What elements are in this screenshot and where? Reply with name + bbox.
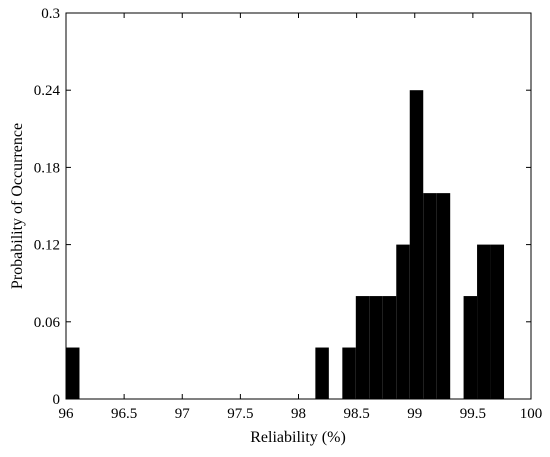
- y-tick-label: 0.24: [34, 83, 61, 99]
- y-tick-label: 0: [53, 392, 61, 408]
- histogram-bar: [436, 193, 451, 399]
- x-axis-title: Reliability (%): [250, 429, 346, 446]
- histogram-bar: [355, 296, 370, 399]
- x-tick-label: 99: [407, 406, 422, 422]
- x-ticks-group: 96 96.5 97 97.5 98 98.5 99 99.5 100: [59, 13, 543, 422]
- histogram-bar: [66, 347, 80, 399]
- histogram-bar: [396, 244, 410, 399]
- x-tick-label: 100: [520, 406, 543, 422]
- histogram-bar: [369, 296, 383, 399]
- bars-group: [66, 90, 505, 399]
- y-tick-label: 0.18: [34, 160, 60, 176]
- histogram-bar: [342, 347, 356, 399]
- histogram-bar: [463, 296, 478, 399]
- x-tick-label: 97: [175, 406, 191, 422]
- plot-frame: [65, 12, 532, 400]
- y-tick-label: 0.06: [34, 315, 61, 331]
- y-tick-label: 0.3: [41, 6, 60, 22]
- x-tick-label: 99.5: [460, 406, 486, 422]
- histogram-bar: [382, 296, 397, 399]
- y-axis-title: Probability of Occurrence: [9, 123, 26, 289]
- x-tick-label: 98: [291, 406, 306, 422]
- y-tick-label: 0.12: [34, 238, 60, 254]
- x-tick-label: 97.5: [227, 406, 253, 422]
- x-tick-label: 98.5: [344, 406, 370, 422]
- histogram-bar: [490, 244, 505, 399]
- y-ticks-group: 0 0.06 0.12 0.18 0.24 0.3: [34, 6, 531, 408]
- histogram-bar: [477, 244, 491, 399]
- x-tick-label: 96.5: [111, 406, 137, 422]
- x-tick-label: 96: [59, 406, 75, 422]
- histogram-bar: [423, 193, 437, 399]
- histogram-bar: [409, 90, 424, 399]
- histogram-bar: [315, 347, 329, 399]
